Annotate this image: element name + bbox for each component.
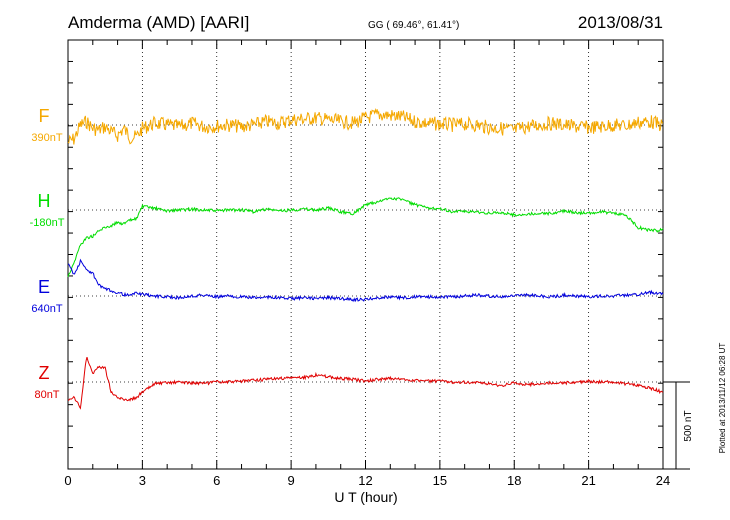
series-baseline-label: 80nT [34, 389, 59, 401]
x-axis-label: U T (hour) [334, 489, 397, 505]
series-name-label: F [39, 106, 50, 126]
x-tick-label: 24 [656, 473, 670, 488]
plotted-note: Plotted at 2013/11/12 06:28 UT [718, 343, 727, 454]
grid-lines [68, 40, 663, 469]
series-name-label: H [38, 191, 51, 211]
series-name-label: E [38, 277, 50, 297]
coordinates-label: GG ( 69.46°, 61.41°) [368, 20, 459, 31]
x-tick-label: 6 [213, 473, 220, 488]
series-layer [67, 107, 664, 410]
series-baseline-label: 640nT [31, 303, 62, 315]
x-tick-label: 18 [507, 473, 521, 488]
x-tick-label: 15 [433, 473, 447, 488]
scale-bar: 500 nT [663, 381, 694, 470]
series-baseline-label: -180nT [30, 217, 65, 229]
series-name-label: Z [39, 363, 50, 383]
date-label: 2013/08/31 [578, 13, 663, 32]
x-tick-label: 0 [64, 473, 71, 488]
series-line-e [67, 258, 664, 303]
scale-bar-label: 500 nT [683, 410, 694, 441]
x-tick-label: 21 [581, 473, 595, 488]
x-tick-label: 3 [139, 473, 146, 488]
axis-ticks [67, 40, 664, 470]
x-tick-label: 12 [358, 473, 372, 488]
station-title: Amderma (AMD) [AARI] [68, 13, 249, 32]
series-line-f [67, 107, 664, 145]
series-line-h [67, 197, 664, 277]
series-line-z [67, 356, 664, 410]
x-tick-label: 9 [288, 473, 295, 488]
x-tick-labels: 0 3 6 9 12 15 18 21 24 [64, 473, 670, 488]
component-labels: F 390nT H -180nT E 640nT Z 80nT [30, 106, 65, 401]
series-baseline-label: 390nT [31, 132, 62, 144]
